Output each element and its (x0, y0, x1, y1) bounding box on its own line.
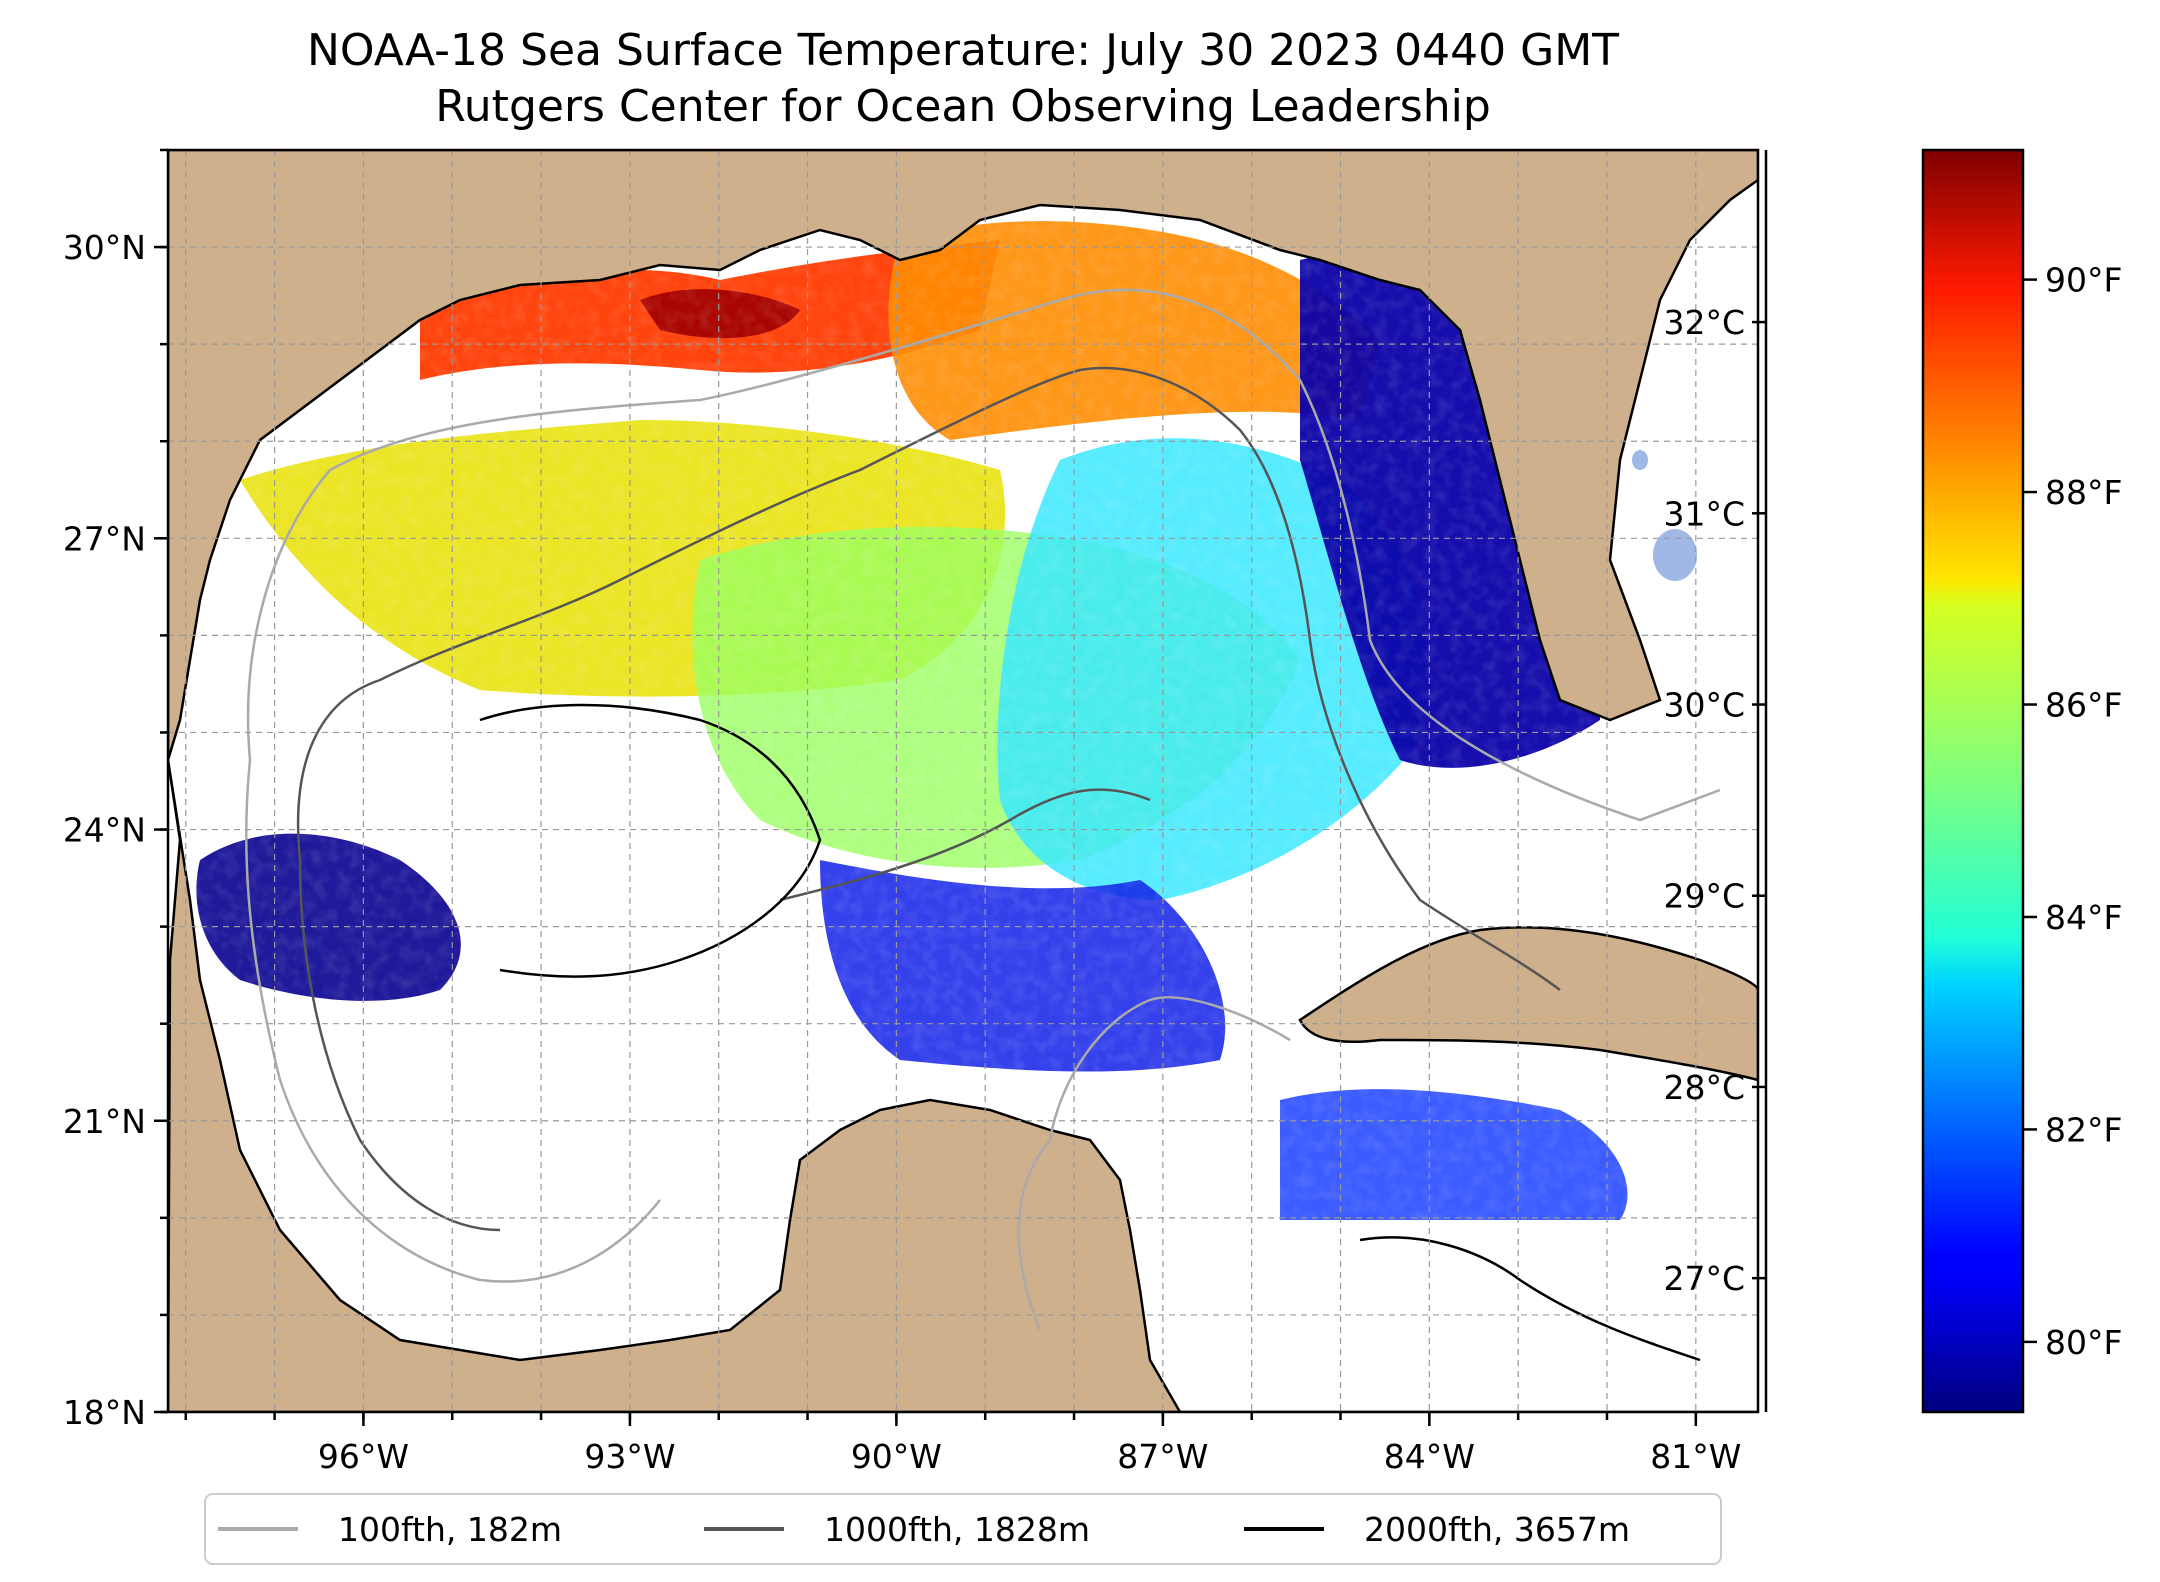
celsius-tick-label: 30°C (1663, 686, 1745, 725)
fahrenheit-tick-label: 90°F (2045, 261, 2122, 300)
legend-item-100fth: 100fth, 182m (218, 1510, 562, 1549)
lon-tick-label: 81°W (1650, 1437, 1741, 1476)
bathymetry-contours (245, 288, 1721, 1362)
celsius-tick-label: 29°C (1663, 877, 1745, 916)
map-lat-tick-labels: 30°N 27°N 24°N 21°N 18°N (63, 228, 146, 1432)
legend-item-1000fth: 1000fth, 1828m (704, 1510, 1090, 1549)
colorbar (1921, 148, 2025, 1414)
celsius-tick-label: 32°C (1663, 303, 1745, 342)
title-line-1: NOAA-18 Sea Surface Temperature: July 30… (307, 25, 1619, 76)
legend-label-1000fth: 1000fth, 1828m (824, 1510, 1090, 1549)
lon-tick-label: 90°W (851, 1437, 942, 1476)
lon-tick-label: 87°W (1117, 1437, 1208, 1476)
map-axis-ticks (154, 148, 1698, 1426)
lon-tick-label: 96°W (318, 1437, 409, 1476)
land-us-gulf-coast (168, 150, 1758, 761)
lake-florida-small (1632, 450, 1648, 470)
lat-tick-label: 24°N (63, 811, 146, 850)
lat-tick-label: 18°N (63, 1393, 146, 1432)
legend-box (204, 1493, 1722, 1565)
land-mexico (168, 759, 1758, 1412)
map-gridlines (168, 150, 1758, 1412)
lakes (1632, 450, 1697, 581)
contour-2000fth (479, 703, 1701, 1362)
contour-1000fth (296, 366, 1561, 1232)
legend-label-2000fth: 2000fth, 3657m (1364, 1510, 1630, 1549)
title-line-2: Rutgers Center for Ocean Observing Leade… (435, 81, 1491, 132)
fahrenheit-tick-label: 84°F (2045, 898, 2122, 937)
fahrenheit-tick-label: 80°F (2045, 1323, 2122, 1362)
map-panel (168, 150, 1758, 1412)
colorbar-celsius-axis: 32°C 31°C 30°C 29°C 28°C 27°C (1663, 150, 1768, 1412)
celsius-tick-label: 28°C (1663, 1068, 1745, 1107)
legend-label-100fth: 100fth, 182m (338, 1510, 562, 1549)
contour-100fth (245, 288, 1721, 1331)
map-frame (166, 148, 1760, 1414)
lon-tick-label: 93°W (584, 1437, 675, 1476)
celsius-tick-label: 31°C (1663, 494, 1745, 533)
lat-tick-label: 30°N (63, 228, 146, 267)
fahrenheit-tick-label: 86°F (2045, 686, 2122, 725)
lat-tick-label: 21°N (63, 1102, 146, 1141)
legend-item-2000fth: 2000fth, 3657m (1244, 1510, 1630, 1549)
fahrenheit-tick-label: 82°F (2045, 1110, 2122, 1149)
colorbar-fahrenheit-axis: 90°F 88°F 86°F 84°F 82°F 80°F (2023, 261, 2122, 1362)
land-masses (168, 150, 1758, 1412)
map-lon-tick-labels: 96°W 93°W 90°W 87°W 84°W 81°W (318, 1437, 1742, 1476)
bathymetry-legend: 100fth, 182m 1000fth, 1828m 2000fth, 365… (204, 1493, 1722, 1565)
fahrenheit-tick-label: 88°F (2045, 473, 2122, 512)
lake-okeechobee (1653, 529, 1697, 581)
lon-tick-label: 84°W (1384, 1437, 1475, 1476)
lat-tick-label: 27°N (63, 519, 146, 558)
celsius-tick-label: 27°C (1663, 1259, 1745, 1298)
